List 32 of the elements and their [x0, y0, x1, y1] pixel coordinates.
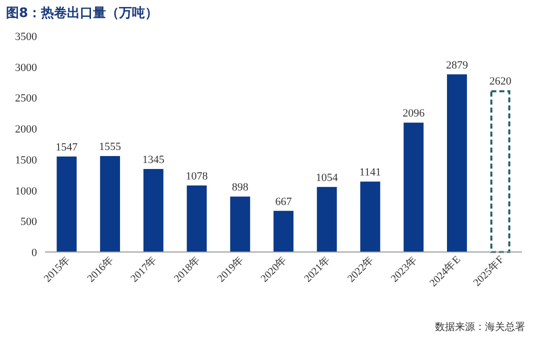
bar: [100, 156, 120, 252]
data-label: 2620: [489, 75, 512, 88]
source-note: 数据来源：海关总署: [435, 321, 525, 333]
data-label: 898: [232, 182, 249, 194]
bar: [490, 90, 510, 253]
data-label: 1547: [56, 142, 78, 154]
bar: [316, 186, 337, 252]
y-tick-label: 3500: [15, 31, 38, 43]
data-label: 1141: [359, 166, 382, 179]
y-tick-label: 500: [20, 216, 38, 228]
bar: [56, 156, 77, 252]
data-label: 1078: [186, 170, 208, 182]
data-label: 2879: [446, 59, 468, 72]
bar: [143, 168, 164, 252]
data-label: 1345: [142, 154, 165, 166]
bar: [274, 210, 294, 252]
data-label: 1054: [316, 172, 338, 184]
data-label: 667: [275, 196, 292, 208]
chart-title: 图8：热卷出口量（万吨）: [6, 6, 158, 21]
bar: [186, 185, 207, 252]
y-tick-label: 3000: [15, 62, 38, 74]
data-label: 1555: [99, 141, 122, 154]
bar: [230, 196, 250, 252]
y-tick-label: 2500: [15, 92, 38, 105]
bar: [360, 182, 380, 252]
y-tick-label: 1500: [15, 154, 38, 166]
bar: [446, 74, 467, 252]
data-label: 2096: [402, 108, 426, 120]
y-tick-label: 1000: [15, 185, 38, 198]
bar: [404, 122, 424, 252]
y-tick-label: 0: [32, 247, 38, 259]
y-tick-label: 2000: [15, 124, 38, 136]
